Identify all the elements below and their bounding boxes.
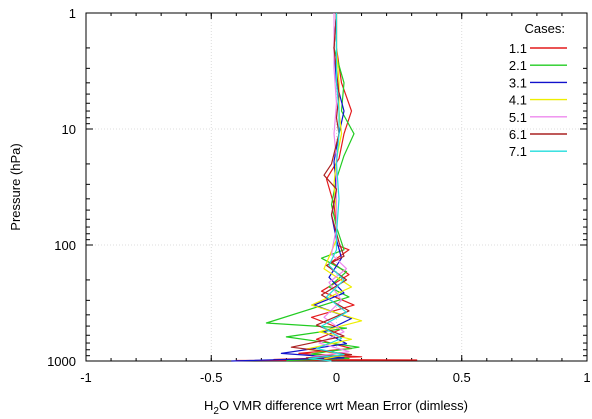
x-axis-title-post: O VMR difference wrt Mean Error (dimless…	[219, 398, 468, 413]
y-tick-label: 10	[62, 122, 76, 137]
x-axis-title-sub: 2	[213, 406, 219, 417]
legend-label-6-1: 6.1	[509, 127, 527, 142]
y-tick-label: 1	[69, 6, 76, 21]
x-tick-label: 0	[333, 370, 340, 385]
x-axis-title-pre: H	[204, 398, 213, 413]
y-tick-label: 1000	[47, 354, 76, 369]
x-axis-title: H2O VMR difference wrt Mean Error (dimle…	[204, 398, 468, 417]
series-line-2-1	[265, 12, 360, 362]
y-axis-title: Pressure (hPa)	[8, 143, 23, 230]
series-lines	[231, 12, 418, 362]
series-line-7-1	[308, 13, 348, 362]
legend-label-1-1: 1.1	[509, 41, 527, 56]
series-line-5-1	[311, 13, 350, 358]
legend-label-3-1: 3.1	[509, 75, 527, 90]
series-line-6-1	[290, 12, 353, 362]
legend-label-5-1: 5.1	[509, 110, 527, 125]
series-line-3-1	[231, 12, 353, 362]
x-tick-label: 0.5	[453, 370, 471, 385]
x-tick-label: 1	[583, 370, 590, 385]
legend-label-7-1: 7.1	[509, 144, 527, 159]
legend: Cases: 1.1 2.1 3.1 4.1 5.1 6.1 7.1	[509, 21, 567, 159]
legend-label-4-1: 4.1	[509, 93, 527, 108]
ticks: -1 -0.5 0 0.5 1 1 10 100 1000	[47, 6, 591, 385]
legend-title: Cases:	[525, 21, 565, 36]
legend-label-2-1: 2.1	[509, 58, 527, 73]
series-line-1-1	[236, 13, 418, 362]
x-tick-label: -0.5	[200, 370, 222, 385]
y-tick-label: 100	[54, 238, 76, 253]
x-tick-label: -1	[80, 370, 92, 385]
